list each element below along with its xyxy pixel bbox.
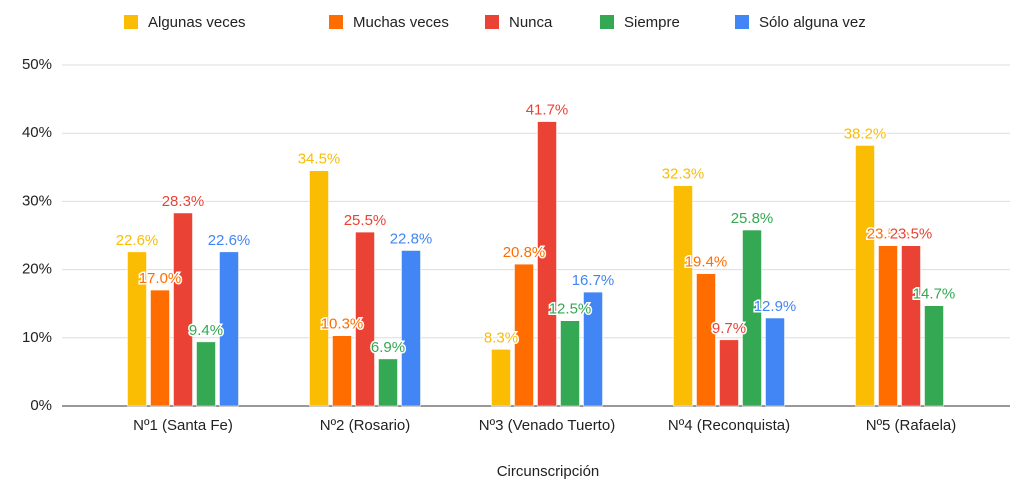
y-tick-label: 30% xyxy=(22,192,52,209)
bar xyxy=(514,263,534,407)
bar xyxy=(765,317,785,407)
bar xyxy=(150,289,170,407)
bar xyxy=(673,185,693,407)
value-label: 25.8% xyxy=(731,210,774,227)
bar xyxy=(127,251,147,407)
bar xyxy=(219,251,239,407)
y-tick-label: 50% xyxy=(22,56,52,73)
value-label: 12.5% xyxy=(549,301,592,318)
value-label: 23.5% xyxy=(890,226,933,243)
bar xyxy=(196,341,216,407)
legend-label: Sólo alguna vez xyxy=(759,14,866,31)
value-label: 14.7% xyxy=(913,286,956,303)
bar xyxy=(491,349,511,407)
value-label: 9.7% xyxy=(712,320,746,337)
bar xyxy=(332,335,352,407)
legend-label: Algunas veces xyxy=(148,14,246,31)
bar xyxy=(173,212,193,407)
bar xyxy=(924,305,944,407)
legend-label: Nunca xyxy=(509,14,553,31)
value-label: 12.9% xyxy=(754,298,797,315)
value-label: 22.8% xyxy=(390,230,433,247)
bar xyxy=(560,320,580,407)
legend-swatch xyxy=(485,15,499,29)
value-label: 25.5% xyxy=(344,212,387,229)
bar xyxy=(583,291,603,407)
value-label: 41.7% xyxy=(526,102,569,119)
bar xyxy=(855,145,875,407)
x-tick-label: Nº5 (Rafaela) xyxy=(866,417,957,434)
x-tick-label: Nº4 (Reconquista) xyxy=(668,417,790,434)
value-label: 34.5% xyxy=(298,151,341,168)
value-label: 19.4% xyxy=(685,254,728,271)
bar xyxy=(901,245,921,407)
bar xyxy=(309,170,329,407)
value-label: 9.4% xyxy=(189,322,223,339)
value-label: 22.6% xyxy=(208,232,251,249)
bar xyxy=(878,245,898,407)
legend-swatch xyxy=(735,15,749,29)
bar xyxy=(719,339,739,407)
x-tick-label: Nº1 (Santa Fe) xyxy=(133,417,233,434)
legend-swatch xyxy=(124,15,138,29)
value-label: 16.7% xyxy=(572,272,615,289)
y-tick-label: 10% xyxy=(22,329,52,346)
value-label: 10.3% xyxy=(321,316,364,333)
bar xyxy=(378,358,398,407)
value-label: 28.3% xyxy=(162,193,205,210)
value-label: 38.2% xyxy=(844,125,887,142)
value-label: 23.5% xyxy=(867,226,910,243)
value-label: 8.3% xyxy=(484,329,518,346)
value-label: 20.8% xyxy=(503,244,546,261)
x-axis-title: Circunscripción xyxy=(497,463,600,480)
legend-label: Muchas veces xyxy=(353,14,449,31)
value-label: 22.6% xyxy=(116,232,159,249)
value-label: 32.3% xyxy=(662,166,705,183)
bar xyxy=(355,231,375,407)
y-tick-label: 20% xyxy=(22,261,52,278)
y-tick-label: 40% xyxy=(22,124,52,141)
bar xyxy=(742,229,762,407)
x-tick-label: Nº3 (Venado Tuerto) xyxy=(479,417,615,434)
value-label: 6.9% xyxy=(371,339,405,356)
legend-swatch xyxy=(329,15,343,29)
bar xyxy=(537,121,557,407)
x-tick-label: Nº2 (Rosario) xyxy=(320,417,411,434)
legend-label: Siempre xyxy=(624,14,680,31)
legend-swatch xyxy=(600,15,614,29)
value-label: 17.0% xyxy=(139,270,182,287)
y-tick-label: 0% xyxy=(30,397,52,414)
bar xyxy=(696,273,716,407)
bar xyxy=(401,250,421,407)
